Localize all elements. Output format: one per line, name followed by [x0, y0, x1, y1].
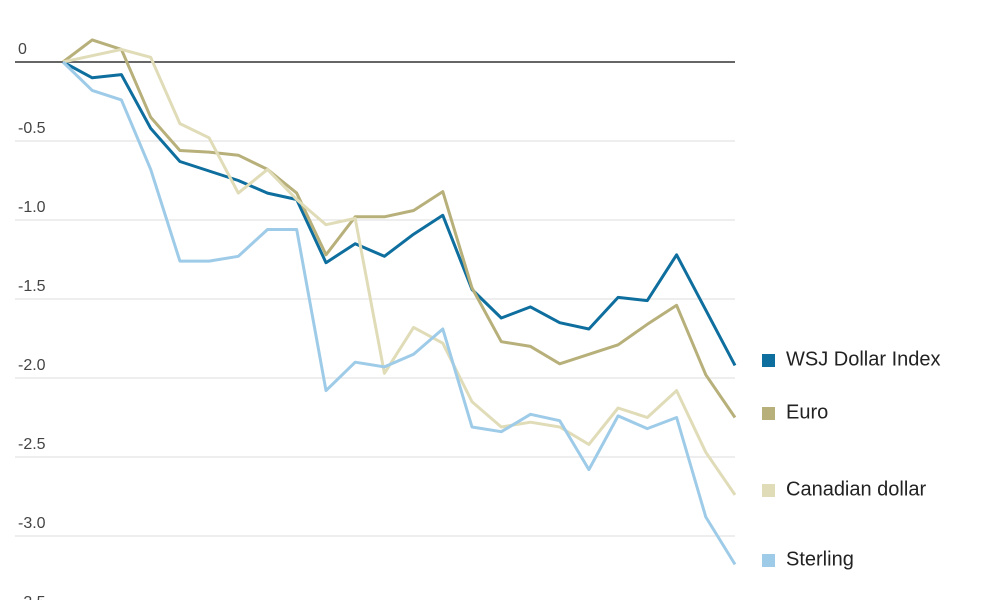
legend-label: Euro	[786, 401, 828, 423]
y-tick-label: -2.0	[18, 357, 46, 374]
legend-label: Canadian dollar	[786, 478, 926, 500]
y-tick-label: -2.5	[18, 436, 46, 453]
legend-swatch	[762, 554, 775, 567]
y-tick-label: -3.5	[18, 594, 46, 600]
series-line	[61, 60, 737, 566]
legend-swatch	[762, 484, 775, 497]
y-tick-label: -3.0	[18, 515, 46, 532]
y-tick-label: -1.5	[18, 278, 46, 295]
legend-swatch	[762, 354, 775, 367]
legend-label: WSJ Dollar Index	[786, 348, 941, 370]
series-line	[62, 60, 737, 367]
y-tick-label: 0	[18, 41, 27, 58]
y-tick-label: -1.0	[18, 199, 46, 216]
y-tick-label: -0.5	[18, 120, 46, 137]
series-line	[62, 38, 737, 419]
legend-label: Sterling	[786, 548, 854, 570]
series-line	[62, 47, 737, 496]
legend-swatch	[762, 407, 775, 420]
